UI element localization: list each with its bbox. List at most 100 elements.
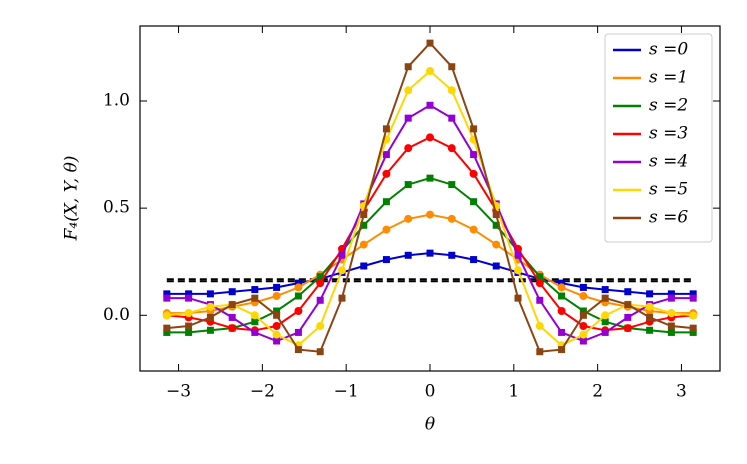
marker [667, 328, 675, 336]
marker [579, 330, 588, 339]
marker [448, 63, 456, 71]
marker [316, 296, 324, 304]
marker [185, 328, 193, 336]
marker [492, 262, 500, 270]
marker [185, 322, 193, 330]
marker [426, 39, 434, 47]
marker [250, 311, 259, 320]
marker [557, 307, 566, 315]
legend-label: s =0 [649, 40, 688, 60]
marker [228, 313, 236, 321]
marker [273, 337, 281, 345]
marker [185, 290, 193, 298]
marker [382, 125, 390, 133]
marker [294, 328, 302, 336]
marker [492, 240, 501, 249]
marker [382, 198, 390, 206]
marker [294, 279, 302, 287]
marker [251, 318, 259, 326]
marker [251, 294, 259, 302]
x-axis-label: θ [425, 415, 435, 435]
marker [535, 322, 544, 330]
marker [273, 311, 281, 319]
marker [447, 144, 456, 153]
marker [316, 348, 324, 356]
x-tick-label: −2 [250, 382, 275, 402]
marker [689, 311, 698, 320]
y-tick-label: 0.0 [103, 305, 130, 325]
marker [470, 256, 478, 264]
marker [601, 318, 609, 326]
marker [360, 221, 368, 229]
marker [163, 294, 171, 302]
marker [514, 294, 522, 302]
marker [601, 294, 609, 302]
marker [579, 283, 587, 291]
marker [206, 326, 214, 334]
marker [558, 292, 566, 300]
legend-label: s =2 [649, 96, 688, 116]
marker [360, 211, 368, 219]
marker [624, 301, 632, 309]
marker [579, 322, 588, 330]
marker [294, 307, 303, 315]
marker [404, 181, 412, 189]
marker [426, 101, 434, 109]
marker [579, 292, 588, 300]
marker [294, 346, 302, 354]
marker [579, 311, 587, 319]
marker [294, 292, 302, 300]
y-tick-label: 0.5 [103, 198, 130, 218]
marker [579, 307, 587, 315]
marker [294, 283, 303, 292]
marker [228, 288, 236, 296]
marker [382, 256, 390, 264]
marker [184, 309, 193, 318]
marker [447, 86, 456, 95]
marker [667, 294, 675, 302]
marker [360, 262, 368, 270]
legend-label: s =3 [649, 124, 688, 144]
marker [623, 324, 632, 333]
marker [689, 324, 697, 332]
marker [251, 328, 259, 336]
marker [404, 214, 413, 223]
marker [448, 251, 456, 259]
marker [228, 301, 236, 309]
x-tick-label: −1 [334, 382, 359, 402]
marker [448, 181, 456, 189]
series-line [166, 252, 694, 295]
marker [536, 348, 544, 356]
marker [646, 326, 654, 334]
marker [689, 328, 697, 336]
x-tick-label: 1 [508, 382, 519, 402]
marker [536, 296, 544, 304]
marker [272, 330, 281, 339]
marker [645, 302, 654, 311]
marker [492, 221, 500, 229]
legend-label: s =1 [649, 68, 688, 88]
marker [251, 286, 259, 294]
marker [404, 251, 412, 259]
marker [273, 307, 281, 315]
marker [667, 322, 675, 330]
marker [426, 174, 434, 182]
marker [206, 313, 214, 321]
legend-label: s =4 [649, 152, 688, 172]
marker [338, 294, 346, 302]
marker [316, 279, 325, 288]
marker [689, 294, 697, 302]
marker [382, 169, 391, 178]
marker [404, 63, 412, 71]
y-tick-label: 1.0 [103, 91, 130, 111]
marker [448, 114, 456, 122]
marker [404, 144, 413, 153]
marker [163, 290, 171, 298]
marker [228, 324, 237, 333]
marker [558, 346, 566, 354]
marker [492, 211, 500, 219]
marker [667, 290, 675, 298]
marker [536, 273, 544, 281]
marker [447, 214, 456, 223]
